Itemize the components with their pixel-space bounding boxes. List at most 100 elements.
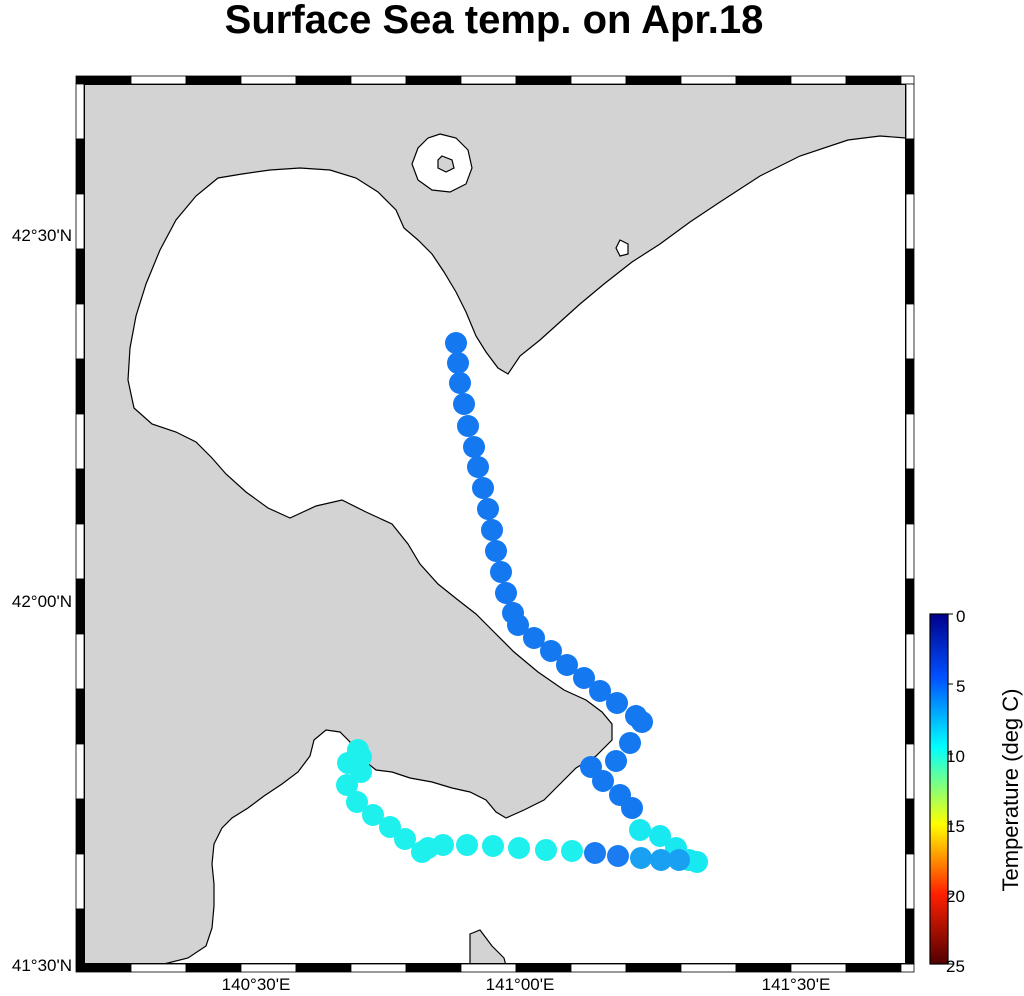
border-segment (75, 193, 85, 250)
lat-labels: 42°30'N 42°00'N 41°30'N (12, 226, 72, 975)
track-point (631, 711, 653, 733)
border-segment (905, 743, 915, 800)
land-hokkaido (84, 84, 906, 964)
track-point (621, 797, 643, 819)
border-segment (515, 75, 572, 85)
border-segment (905, 853, 915, 910)
border-segment (75, 688, 85, 745)
track-point (467, 456, 489, 478)
track-point (362, 804, 384, 826)
track-point (472, 477, 494, 499)
colorbar-tick-0: 0 (956, 607, 965, 626)
track-point (463, 436, 485, 458)
border-segment (75, 75, 132, 85)
track-point (445, 332, 467, 354)
border-segment (185, 963, 242, 973)
colorbar-gradient (929, 613, 949, 965)
border-segment (845, 963, 902, 973)
track-point (584, 842, 606, 864)
track-point (523, 627, 545, 649)
border-segment (75, 798, 85, 855)
border-segment (75, 578, 85, 635)
border-segment (625, 963, 682, 973)
border-segment (75, 138, 85, 195)
border-segment (130, 75, 187, 85)
border-segment (185, 75, 242, 85)
border-segment (75, 303, 85, 360)
border-segment (790, 963, 847, 973)
border-segment (350, 963, 407, 973)
track-point (592, 770, 614, 792)
island-inner (437, 155, 455, 173)
border-segment (905, 193, 915, 250)
border-segment (905, 413, 915, 470)
track-point (630, 847, 652, 869)
track-point (477, 498, 499, 520)
border-segment (570, 963, 627, 973)
track-point (453, 393, 475, 415)
border-segment (905, 248, 915, 305)
colorbar-tick-10: 10 (946, 747, 965, 766)
border-segment (75, 908, 85, 965)
track-point (490, 561, 512, 583)
border-segment (460, 75, 517, 85)
track-point (336, 774, 358, 796)
track-point (629, 819, 651, 841)
track-point (650, 849, 672, 871)
colorbar-tick-20: 20 (946, 887, 965, 906)
border-segment (75, 248, 85, 305)
track-point (686, 851, 708, 873)
track-point (495, 582, 517, 604)
border-segment (350, 75, 407, 85)
track-point (605, 750, 627, 772)
border-segment (75, 743, 85, 800)
track-point (619, 732, 641, 754)
border-segment (905, 138, 915, 195)
colorbar-tick-25: 25 (946, 957, 965, 976)
border-segment (900, 963, 915, 973)
border-segment (515, 963, 572, 973)
border-segment (905, 578, 915, 635)
track-point (447, 352, 469, 374)
map-border (75, 75, 915, 973)
track-point (668, 849, 690, 871)
cruise-track (336, 332, 708, 873)
track-point (411, 841, 433, 863)
border-segment (240, 963, 297, 973)
border-segment (680, 963, 737, 973)
track-point (449, 372, 471, 394)
lon-labels: 140°30'E 141°00'E 141°30'E (222, 975, 831, 994)
border-segment (680, 75, 737, 85)
lat-label-3: 41°30'N (12, 956, 72, 975)
track-point (573, 667, 595, 689)
border-segment (905, 688, 915, 745)
border-segment (130, 963, 187, 973)
border-segment (75, 468, 85, 525)
border-segment (405, 963, 462, 973)
lon-label-2: 141°00'E (486, 975, 555, 994)
border-segment (905, 908, 915, 965)
border-segment (900, 75, 915, 85)
track-point (540, 640, 562, 662)
track-point (481, 519, 503, 541)
lat-label-1: 42°30'N (12, 226, 72, 245)
border-segment (735, 75, 792, 85)
border-segment (905, 633, 915, 690)
border-segment (75, 633, 85, 690)
border-segment (295, 963, 352, 973)
border-segment (905, 83, 915, 140)
border-segment (75, 853, 85, 910)
border-segment (460, 963, 517, 973)
track-point (589, 680, 611, 702)
colorbar-label: Temperature (deg C) (998, 689, 1023, 892)
colorbar: 0 5 10 15 20 25 Temperature (deg C) (929, 607, 1023, 976)
track-point (606, 692, 628, 714)
track-point (346, 791, 368, 813)
track-point (561, 840, 583, 862)
border-segment (905, 798, 915, 855)
border-segment (845, 75, 902, 85)
track-point (482, 835, 504, 857)
border-segment (240, 75, 297, 85)
border-segment (75, 413, 85, 470)
